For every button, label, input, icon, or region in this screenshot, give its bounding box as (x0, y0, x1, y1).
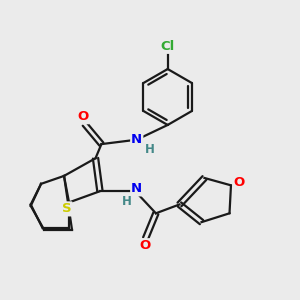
Text: O: O (233, 176, 244, 189)
Text: O: O (140, 239, 151, 252)
Text: H: H (122, 195, 131, 208)
Text: H: H (145, 142, 155, 156)
Text: S: S (62, 202, 71, 215)
Text: N: N (131, 182, 142, 195)
Text: O: O (77, 110, 89, 123)
Text: Cl: Cl (160, 40, 175, 53)
Text: N: N (131, 133, 142, 146)
